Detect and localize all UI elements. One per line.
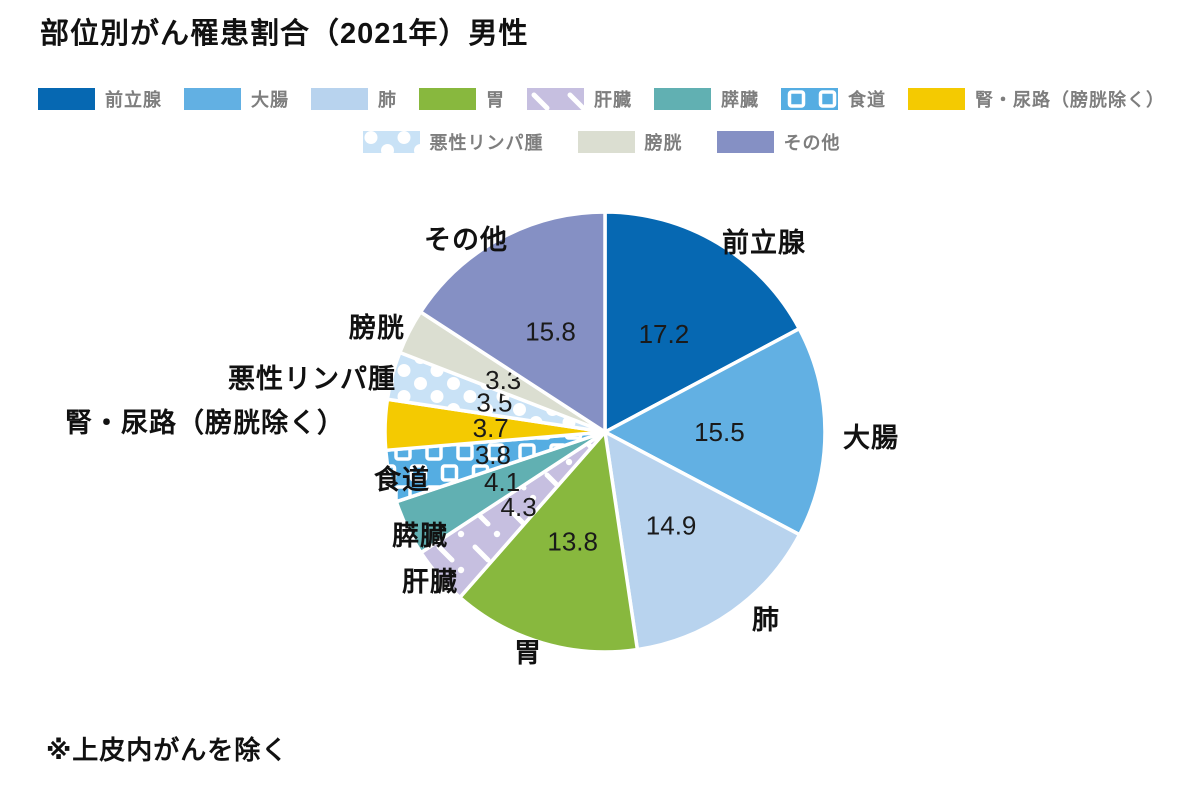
legend-item: 肺: [311, 86, 397, 112]
legend-swatch: [184, 88, 241, 110]
legend-label: 食道: [848, 90, 886, 110]
pie-value-label: 15.5: [694, 417, 745, 447]
pie-category-label: 肺: [752, 605, 780, 635]
pie-category-label: 胃: [514, 638, 542, 668]
legend-label: 肺: [378, 90, 397, 110]
legend-row: 前立腺 大腸 肺 胃 肝臓 膵臓 食道 腎・尿路（膀胱除く）: [38, 86, 1165, 112]
pie-value-label: 17.2: [639, 319, 690, 349]
legend-item: 膵臓: [654, 86, 759, 112]
legend-swatch: [38, 88, 95, 110]
chart-title: 部位別がん罹患割合（2021年）男性: [40, 18, 529, 50]
pie-category-label: 前立腺: [722, 227, 806, 258]
pie-category-label: 膀胱: [348, 312, 405, 343]
legend-item: その他: [716, 129, 841, 155]
legend-item: 膀胱: [577, 129, 683, 155]
pie-category-label: 大腸: [843, 423, 899, 453]
pie-category-label: 腎・尿路（膀胱除く）: [65, 407, 345, 438]
legend-label: 肝臓: [594, 90, 632, 110]
legend-swatch: [362, 131, 420, 153]
pie-slice: [603, 326, 827, 537]
legend-item: 肝臓: [527, 86, 632, 112]
pie-category-label: 肝臓: [402, 567, 458, 597]
pie-value-label: 14.9: [646, 510, 697, 540]
legend-item: 前立腺: [38, 86, 162, 112]
pie-slice: [418, 210, 607, 434]
pie-value-label: 13.8: [547, 527, 598, 557]
legend-label: 大腸: [251, 90, 289, 110]
legend-swatch: [419, 88, 476, 110]
pie-value-label: 3.8: [475, 440, 511, 470]
legend-swatch: [908, 88, 965, 110]
legend-label: 腎・尿路（膀胱除く）: [975, 90, 1165, 110]
pie-category-label: 悪性リンパ腫: [228, 364, 396, 394]
pie-category-label: 食道: [374, 464, 430, 495]
legend-item: 腎・尿路（膀胱除く）: [908, 86, 1165, 112]
legend-label: その他: [783, 133, 841, 153]
legend-swatch: [311, 88, 368, 110]
pie-category-label: 膵臓: [392, 521, 448, 551]
footnote: ※上皮内がんを除く: [46, 735, 289, 765]
legend-swatch: [527, 88, 584, 110]
legend-swatch: [716, 131, 774, 153]
pie-category-label: その他: [424, 225, 508, 255]
pie-value-label: 15.8: [525, 316, 576, 346]
pie-slice: [603, 430, 802, 652]
legend-label: 前立腺: [105, 90, 162, 110]
legend-item: 悪性リンパ腫: [362, 129, 544, 155]
legend-row: 悪性リンパ腫 膀胱 その他: [0, 129, 1203, 155]
legend-item: 食道: [781, 86, 886, 112]
legend-label: 悪性リンパ腫: [429, 133, 544, 153]
legend-item: 大腸: [184, 86, 289, 112]
pie-slice: [458, 430, 640, 654]
legend-label: 膀胱: [644, 133, 683, 153]
legend-swatch: [781, 88, 838, 110]
legend: 前立腺 大腸 肺 胃 肝臓 膵臓 食道 腎・尿路（膀胱除く） 悪性リンパ腫 膀胱 その他: [0, 86, 1203, 155]
legend-label: 膵臓: [721, 90, 759, 110]
legend-swatch: [577, 131, 635, 153]
legend-swatch: [654, 88, 711, 110]
legend-item: 胃: [419, 86, 505, 112]
legend-label: 胃: [486, 90, 505, 110]
pie-slice: [603, 210, 801, 434]
